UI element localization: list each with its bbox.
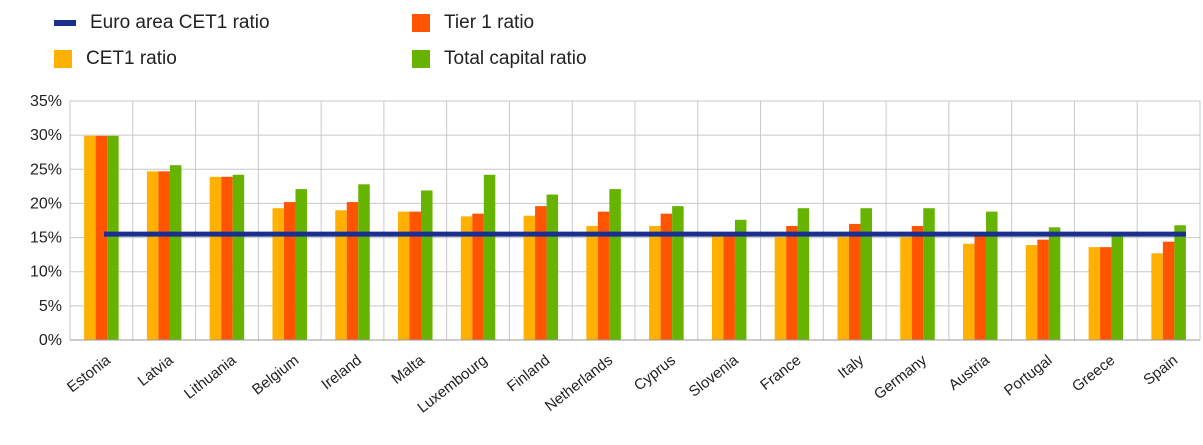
bar-cet1-ratio — [1151, 253, 1163, 340]
bar-cet1-ratio — [900, 236, 912, 340]
bar-tier-1-ratio — [974, 236, 987, 340]
bar-total-capital-ratio — [169, 165, 182, 340]
x-tick-label: Greece — [1069, 352, 1118, 396]
bar-cet1-ratio — [837, 236, 849, 340]
y-tick-label: 30% — [30, 127, 62, 144]
legend-swatch-square — [412, 14, 430, 32]
bar-tier-1-ratio — [1162, 241, 1175, 340]
x-tick-label: Cyprus — [631, 352, 679, 395]
y-tick-label: 10% — [30, 264, 62, 281]
x-tick-label: Malta — [388, 351, 428, 387]
bar-cet1-ratio — [272, 208, 284, 340]
bar-total-capital-ratio — [734, 219, 747, 340]
x-tick-label: Estonia — [64, 351, 114, 396]
bar-cet1-ratio — [649, 225, 661, 340]
bar-tier-1-ratio — [283, 202, 296, 340]
bar-tier-1-ratio — [1037, 239, 1049, 340]
bar-total-capital-ratio — [1048, 227, 1061, 340]
bar-tier-1-ratio — [1100, 247, 1112, 340]
bar-total-capital-ratio — [421, 190, 433, 340]
bar-tier-1-ratio — [786, 225, 798, 340]
bar-total-capital-ratio — [107, 135, 119, 340]
x-tick-label: Germany — [871, 351, 930, 403]
bar-total-capital-ratio — [797, 208, 810, 340]
bar-tier-1-ratio — [409, 211, 422, 340]
bar-tier-1-ratio — [911, 225, 924, 340]
bar-tier-1-ratio — [848, 223, 861, 340]
x-tick-label: Luxembourg — [414, 352, 490, 417]
x-tick-label: Finland — [504, 352, 553, 396]
bar-tier-1-ratio — [597, 211, 610, 340]
y-tick-label: 0% — [39, 332, 62, 349]
bar-cet1-ratio — [460, 216, 473, 340]
bar-tier-1-ratio — [472, 213, 484, 340]
bar-tier-1-ratio — [660, 213, 673, 340]
bar-tier-1-ratio — [221, 176, 233, 340]
bar-total-capital-ratio — [483, 174, 496, 340]
bar-total-capital-ratio — [986, 211, 998, 340]
legend-swatch-square — [54, 50, 72, 68]
bar-cet1-ratio — [963, 243, 975, 340]
bar-tier-1-ratio — [95, 135, 108, 340]
bar-cet1-ratio — [774, 236, 787, 340]
bar-total-capital-ratio — [923, 208, 935, 340]
x-tick-label: Austria — [945, 351, 993, 394]
y-tick-label: 20% — [30, 195, 62, 212]
bar-total-capital-ratio — [358, 184, 370, 340]
bar-cet1-ratio — [1088, 247, 1101, 340]
bar-cet1-ratio — [84, 135, 96, 340]
x-tick-label: Netherlands — [542, 352, 616, 415]
bar-total-capital-ratio — [1111, 232, 1124, 340]
bar-total-capital-ratio — [672, 206, 684, 340]
bar-cet1-ratio — [523, 215, 536, 340]
bar-cet1-ratio — [398, 211, 410, 340]
bar-cet1-ratio — [1025, 245, 1038, 340]
bar-total-capital-ratio — [609, 189, 621, 340]
legend-label: CET1 ratio — [86, 48, 177, 69]
bar-cet1-ratio — [209, 176, 222, 340]
bar-tier-1-ratio — [158, 171, 170, 340]
y-tick-label: 25% — [30, 161, 62, 178]
x-tick-label: Spain — [1140, 352, 1181, 389]
legend-item-tier1: Tier 1 ratio — [412, 12, 534, 34]
bar-cet1-ratio — [146, 171, 159, 340]
bar-cet1-ratio — [586, 225, 598, 340]
legend-item-euro-area-cet1: Euro area CET1 ratio — [54, 12, 270, 34]
x-tick-label: Belgium — [249, 352, 302, 399]
y-tick-label: 35% — [30, 93, 62, 110]
bar-tier-1-ratio — [535, 206, 547, 340]
x-tick-label: Slovenia — [686, 351, 742, 400]
bar-tier-1-ratio — [723, 234, 735, 340]
x-tick-label: Italy — [835, 351, 868, 382]
y-tick-label: 5% — [39, 298, 62, 315]
bar-total-capital-ratio — [232, 174, 245, 340]
x-tick-label: France — [757, 352, 804, 394]
bar-tier-1-ratio — [346, 202, 359, 340]
legend-swatch-square — [412, 50, 430, 68]
bar-total-capital-ratio — [546, 194, 559, 340]
x-tick-label: Latvia — [135, 351, 178, 389]
legend-swatch-line — [54, 20, 76, 26]
legend-item-total-capital: Total capital ratio — [412, 48, 587, 70]
x-tick-label: Portugal — [1001, 352, 1055, 400]
chart-legend: Euro area CET1 ratio Tier 1 ratio CET1 r… — [54, 10, 754, 80]
bar-total-capital-ratio — [1174, 225, 1186, 340]
legend-item-cet1: CET1 ratio — [54, 48, 177, 70]
y-tick-label: 15% — [30, 230, 62, 247]
legend-label: Euro area CET1 ratio — [90, 12, 270, 33]
bar-cet1-ratio — [711, 234, 724, 340]
x-tick-label: Ireland — [318, 352, 365, 394]
x-tick-label: Lithuania — [181, 351, 240, 402]
bar-total-capital-ratio — [860, 208, 872, 340]
bar-cet1-ratio — [335, 210, 347, 340]
legend-label: Total capital ratio — [444, 48, 587, 69]
legend-label: Tier 1 ratio — [444, 12, 535, 33]
bar-total-capital-ratio — [295, 189, 307, 340]
